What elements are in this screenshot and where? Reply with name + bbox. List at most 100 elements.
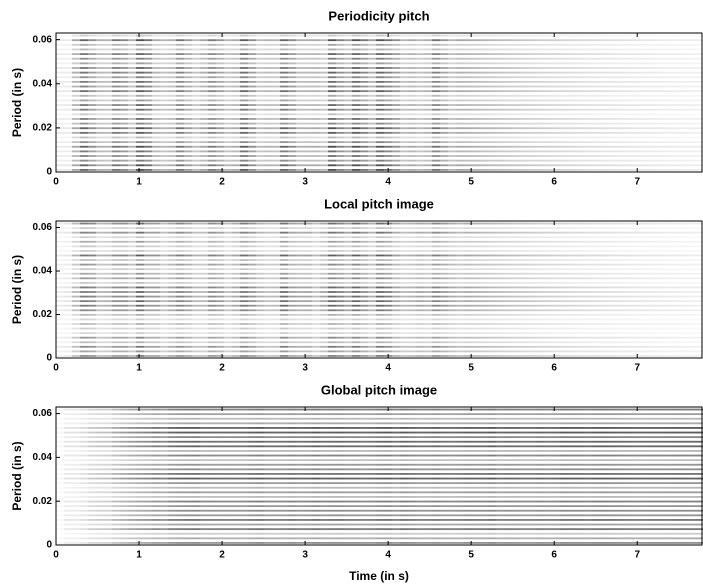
texture-cell [144,314,152,316]
texture-cell [328,58,336,60]
texture-cell [312,291,320,293]
texture-cell [64,99,72,101]
texture-cell [688,169,696,171]
texture-cell [544,296,552,298]
texture-cell [408,346,416,348]
texture-cell [224,291,232,293]
texture-cell [632,109,640,111]
texture-cell [128,259,136,261]
texture-cell [544,155,552,157]
texture-cell [328,241,336,243]
texture-cell [632,300,640,302]
texture-cell [560,341,568,343]
texture-cell [56,255,64,257]
texture-cell [640,76,648,78]
texture-cell [656,62,664,64]
texture-cell [104,250,112,252]
texture-cell [456,118,464,120]
texture-cell [480,95,488,97]
texture-cell [176,227,184,229]
texture-cell [480,67,488,69]
texture-cell [432,337,440,339]
texture-cell [512,155,520,157]
texture-cell [232,137,240,139]
texture-cell [640,291,648,293]
texture-cell [568,332,576,334]
texture-cell [256,164,264,166]
texture-cell [176,113,184,115]
texture-cell [584,72,592,74]
texture-cell [72,104,80,106]
texture-cell [296,250,304,252]
texture-cell [248,341,256,343]
texture-cell [312,44,320,46]
texture-cell [120,232,128,234]
texture-cell [56,67,64,69]
texture-cell [136,150,144,152]
texture-cell [240,155,248,157]
texture-cell [384,39,392,41]
texture-cell [216,53,224,55]
texture-cell [424,346,432,348]
texture-cell [96,259,104,261]
texture-cell [88,104,96,106]
texture-cell [416,53,424,55]
texture-cell [320,332,328,334]
texture-cell [96,150,104,152]
texture-cell [664,300,672,302]
texture-cell [72,49,80,51]
texture-cell [64,318,72,320]
texture-cell [384,113,392,115]
texture-cell [64,150,72,152]
texture-cell [368,346,376,348]
texture-cell [416,282,424,284]
texture-cell [304,53,312,55]
texture-cell [264,232,272,234]
texture-cell [80,341,88,343]
texture-cell [616,141,624,143]
texture-cell [136,72,144,74]
texture-cell [592,241,600,243]
texture-cell [376,287,384,289]
texture-cell [72,39,80,41]
texture-cell [336,169,344,171]
texture-cell [592,259,600,261]
texture-cell [392,355,400,357]
texture-cell [496,104,504,106]
texture-cell [528,277,536,279]
texture-cell [288,287,296,289]
texture-cell [80,132,88,134]
texture-cell [392,309,400,311]
texture-cell [280,113,288,115]
texture-cell [528,296,536,298]
texture-cell [64,496,72,498]
texture-cell [520,346,528,348]
texture-cell [360,346,368,348]
texture-cell [192,287,200,289]
texture-cell [360,291,368,293]
texture-cell [64,137,72,139]
texture-cell [440,76,448,78]
texture-cell [88,164,96,166]
texture-cell [432,76,440,78]
texture-cell [232,123,240,125]
texture-cell [400,309,408,311]
texture-cell [248,62,256,64]
texture-cell [176,123,184,125]
texture-cell [496,332,504,334]
texture-cell [392,259,400,261]
texture-cell [656,255,664,257]
texture-cell [104,328,112,330]
texture-cell [352,318,360,320]
texture-cell [136,277,144,279]
texture-cell [576,223,584,225]
texture-cell [360,314,368,316]
texture-cell [456,132,464,134]
texture-cell [320,109,328,111]
y-tick-label: 0.06 [33,222,53,233]
texture-cell [664,104,672,106]
texture-cell [264,245,272,247]
texture-cell [440,223,448,225]
texture-cell [584,67,592,69]
texture-cell [584,323,592,325]
